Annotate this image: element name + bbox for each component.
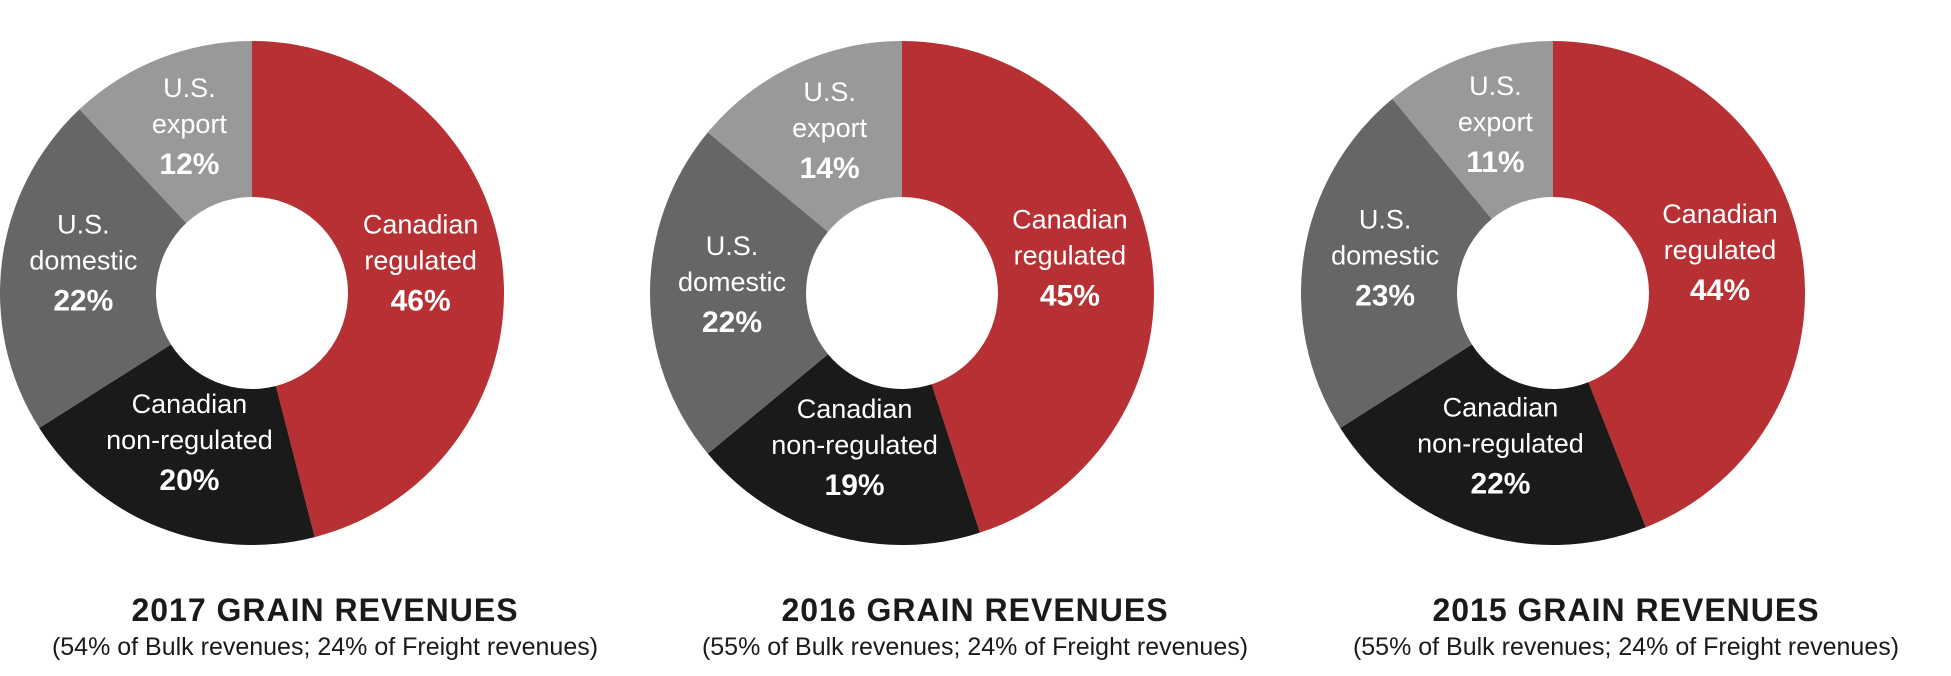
slice-category-text: Canadian [797, 394, 913, 424]
slice-us-domestic-2017 [0, 109, 187, 429]
slice-us-export-2015 [1392, 41, 1553, 220]
slice-label-us-domestic-2015: U.S. domestic 23% [1331, 204, 1439, 312]
slice-category-text: Canadian [132, 389, 248, 419]
slice-label-canadian-non-regulated-2016: Canadian non-regulated 19% [771, 394, 938, 502]
slice-percent-text: 19% [825, 469, 885, 502]
slice-percent-text: 22% [702, 306, 762, 339]
chart-title-2016: 2016 GRAIN REVENUES [781, 592, 1169, 628]
slice-category-text: Canadian [1662, 199, 1778, 229]
slice-category-text: non-regulated [106, 425, 273, 455]
slice-percent-text: 20% [159, 464, 219, 497]
chart-subtitle-2016: (55% of Bulk revenues; 24% of Freight re… [701, 633, 1249, 661]
slice-category-text: regulated [1664, 235, 1777, 265]
slice-percent-text: 46% [391, 285, 451, 318]
slice-percent-text: 14% [800, 152, 860, 185]
slice-canadian-non-regulated-2016 [707, 354, 980, 546]
slice-canadian-regulated-2016 [902, 41, 1155, 533]
slice-label-us-domestic-2016: U.S. domestic 22% [678, 231, 786, 339]
slice-us-export-2017 [79, 40, 252, 224]
chart-subtitle-2015: (55% of Bulk revenues; 24% of Freight re… [1352, 633, 1900, 661]
slice-percent-text: 22% [1470, 468, 1530, 501]
slice-category-text: domestic [678, 267, 786, 297]
slice-percent-text: 22% [53, 285, 113, 318]
slice-canadian-regulated-2017 [252, 41, 505, 538]
donut-chart-2015: Canadian regulated 44% Canadian non-regulate… [1301, 41, 1806, 545]
slice-label-canadian-non-regulated-2015: Canadian non-regulated 22% [1417, 393, 1584, 501]
slice-percent-text: 23% [1355, 279, 1415, 312]
slice-category-text: U.S. [803, 77, 856, 107]
slice-us-export-2016 [707, 41, 902, 232]
slice-label-canadian-regulated-2016: Canadian regulated 45% [1012, 204, 1128, 312]
slice-category-text: non-regulated [771, 430, 938, 460]
slice-category-text: domestic [1331, 240, 1439, 270]
slice-label-us-export-2016: U.S. export 14% [792, 77, 868, 185]
slice-category-text: export [792, 113, 868, 143]
donut-panel-2015: Canadian regulated 44% Canadian non-regulate… [1301, 0, 1951, 676]
slice-category-text: U.S. [57, 210, 110, 240]
slice-us-domestic-2015 [1301, 98, 1492, 429]
slice-category-text: regulated [1014, 240, 1127, 270]
slice-canadian-non-regulated-2017 [39, 344, 315, 545]
slice-category-text: U.S. [1469, 71, 1522, 101]
slice-category-text: U.S. [706, 231, 759, 261]
slice-category-text: regulated [364, 246, 477, 276]
slice-label-canadian-regulated-2015: Canadian regulated 44% [1662, 199, 1778, 307]
slice-label-canadian-non-regulated-2017: Canadian non-regulated 20% [106, 389, 273, 497]
slice-us-domestic-2016 [650, 132, 829, 454]
slice-label-canadian-regulated-2017: Canadian regulated 46% [363, 210, 479, 318]
slice-label-us-export-2015: U.S. export 11% [1458, 71, 1534, 179]
donut-panel-2017: Canadian regulated 46% Canadian non-regulate… [0, 0, 650, 676]
chart-subtitle-2017: (54% of Bulk revenues; 24% of Freight re… [51, 633, 599, 661]
donut-chart-2017: Canadian regulated 46% Canadian non-regulate… [0, 40, 505, 545]
chart-title-2017: 2017 GRAIN REVENUES [131, 592, 519, 628]
slice-percent-text: 45% [1040, 279, 1100, 312]
slice-canadian-non-regulated-2015 [1340, 344, 1646, 545]
chart-title-2015: 2015 GRAIN REVENUES [1432, 592, 1820, 628]
donut-chart-2016: Canadian regulated 45% Canadian non-regulate… [650, 41, 1155, 546]
slice-percent-text: 11% [1466, 146, 1524, 179]
slice-category-text: U.S. [1359, 204, 1412, 234]
slice-category-text: export [152, 109, 228, 139]
slice-label-us-domestic-2017: U.S. domestic 22% [29, 210, 137, 318]
slice-category-text: Canadian [1443, 393, 1559, 423]
slice-percent-text: 44% [1690, 274, 1750, 307]
slice-label-us-export-2017: U.S. export 12% [152, 73, 228, 181]
donut-panel-2016: Canadian regulated 45% Canadian non-regulate… [650, 0, 1300, 676]
slice-category-text: U.S. [163, 73, 216, 103]
slice-category-text: domestic [29, 246, 137, 276]
slice-percent-text: 12% [159, 148, 219, 181]
slice-canadian-regulated-2015 [1553, 41, 1806, 528]
slice-category-text: non-regulated [1417, 429, 1584, 459]
slice-category-text: Canadian [1012, 204, 1128, 234]
slice-category-text: export [1458, 107, 1534, 137]
slice-category-text: Canadian [363, 210, 479, 240]
